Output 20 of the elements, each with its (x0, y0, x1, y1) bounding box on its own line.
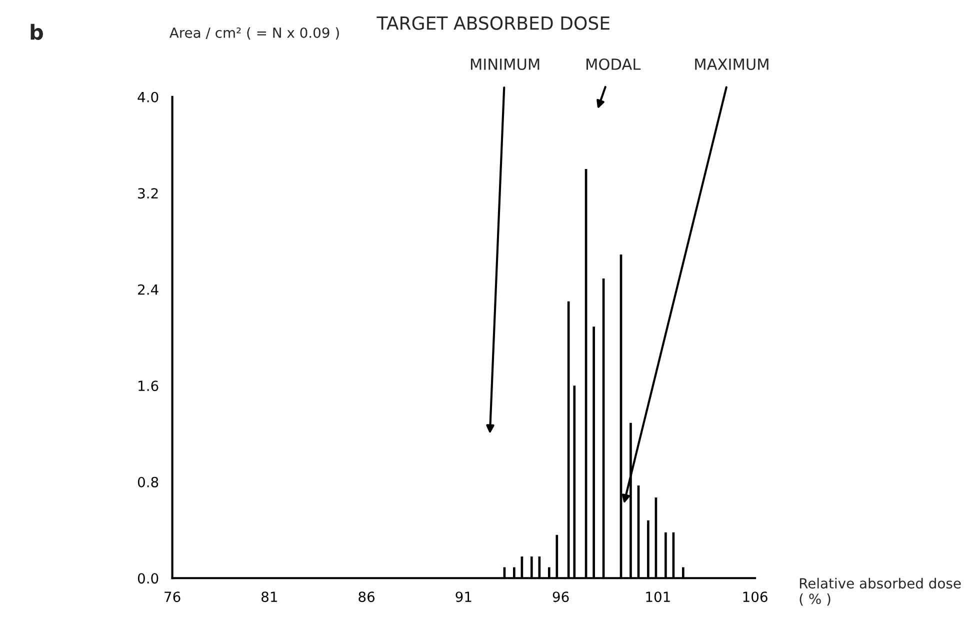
x-tick-label: 91 (456, 592, 472, 602)
x-tick-label: 76 (164, 592, 180, 602)
y-tick-label: 0.8 (138, 476, 158, 488)
x-tick-label: 101 (646, 592, 670, 602)
text: MAXIMUM (695, 58, 768, 70)
y-tick-label: 0.0 (138, 573, 158, 584)
x-axis-title: Relative absorbed dose ( % ) (800, 578, 961, 606)
text: MODAL (586, 58, 641, 70)
chart-title: TARGET ABSORBED DOSE (376, 16, 610, 30)
text: b (30, 24, 44, 40)
y-tick-label: 1.6 (138, 380, 158, 392)
x-tick-label: 106 (743, 592, 768, 602)
text: MINIMUM (470, 58, 540, 70)
x-tick-label: 86 (358, 592, 375, 602)
x-tick-label: 81 (262, 592, 277, 602)
x-tick-label: 96 (552, 592, 569, 602)
y-tick-label: 4.0 (138, 92, 158, 102)
y-axis-title: Area / cm² ( = N x 0.09 ) (170, 27, 339, 40)
y-tick-label: 2.4 (138, 284, 158, 295)
y-tick-label: 3.2 (138, 188, 158, 199)
